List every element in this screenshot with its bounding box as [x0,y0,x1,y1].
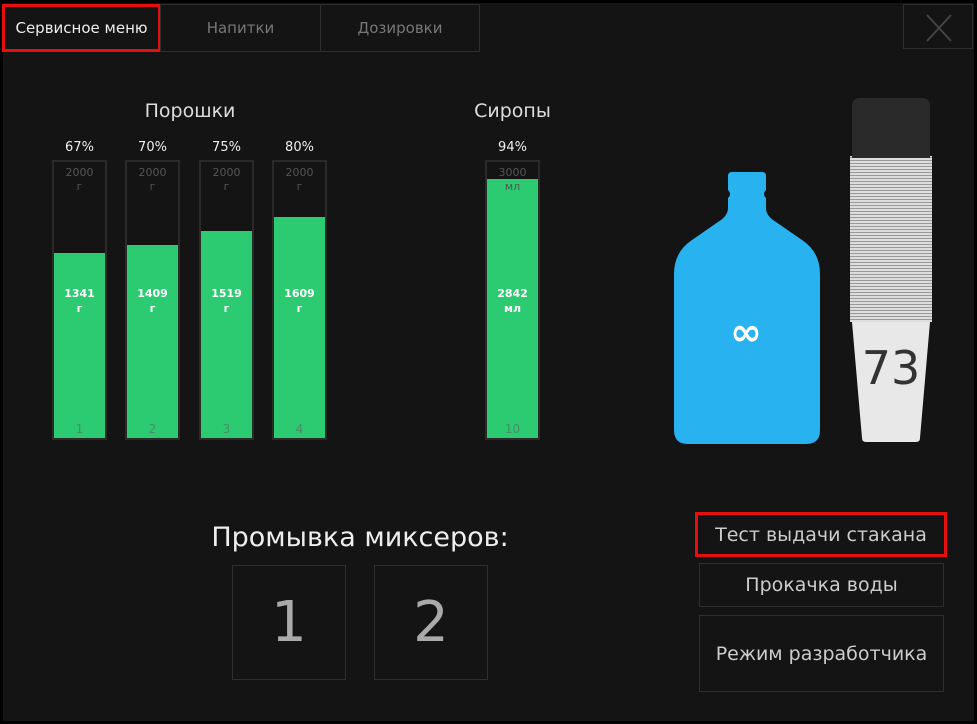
mixer-wash-title: Промывка миксеров: [211,522,509,553]
powders-bar-4: 80% 2000 г 1609 г 4 [272,140,327,440]
water-level: ∞ [730,310,762,354]
tab-service-menu[interactable]: Сервисное меню [2,4,161,52]
powders-bar-2: 70% 2000 г 1409 г 2 [125,140,180,440]
mixer-wash-2-button[interactable]: 2 [374,565,488,680]
fill-level [487,178,538,438]
cup-count: 73 [861,341,921,395]
powders-title: Порошки [144,100,236,122]
container-number: 10 [504,422,521,436]
syrups-title: Сиропы [474,100,551,122]
amount-label: 1341 г [64,287,95,315]
amount-label: 1519 г [211,287,242,315]
amount-label: 2842 мл [497,287,528,315]
water-bottle-icon [674,172,820,444]
capacity-label: 2000 г [212,166,241,193]
container-number: 2 [148,422,157,436]
tab-dosages[interactable]: Дозировки [320,4,480,52]
amount-label: 1409 г [137,287,168,315]
fill-level [274,217,325,438]
percent-label: 80% [285,140,314,155]
percent-label: 67% [65,140,94,155]
tab-drinks[interactable]: Напитки [160,4,321,52]
powders-bar-1: 67% 2000 г 1341 г 1 [52,140,107,440]
cup-stack-icon [850,98,932,442]
capacity-label: 2000 г [285,166,314,193]
fill-level [201,231,252,438]
fill-level [127,244,178,438]
mixer-wash-1-button[interactable]: 1 [232,565,346,680]
water-pump-button[interactable]: Прокачка воды [699,563,944,607]
syrups-bar-10: 94% 3000 мл 2842 мл 10 [485,140,540,440]
percent-label: 70% [138,140,167,155]
container-number: 1 [75,422,84,436]
container-number: 3 [222,422,231,436]
cup-dispense-test-button[interactable]: Тест выдачи стакана [695,512,947,557]
capacity-label: 3000 мл [498,166,527,193]
capacity-label: 2000 г [138,166,167,193]
capacity-label: 2000 г [65,166,94,193]
percent-label: 94% [498,140,527,155]
developer-mode-button[interactable]: Режим разработчика [699,615,944,692]
powders-bar-3: 75% 2000 г 1519 г 3 [199,140,254,440]
container-number: 4 [295,422,304,436]
amount-label: 1609 г [284,287,315,315]
close-x-icon [926,14,952,42]
close-button[interactable] [903,4,973,49]
fill-level [54,253,105,438]
percent-label: 75% [212,140,241,155]
